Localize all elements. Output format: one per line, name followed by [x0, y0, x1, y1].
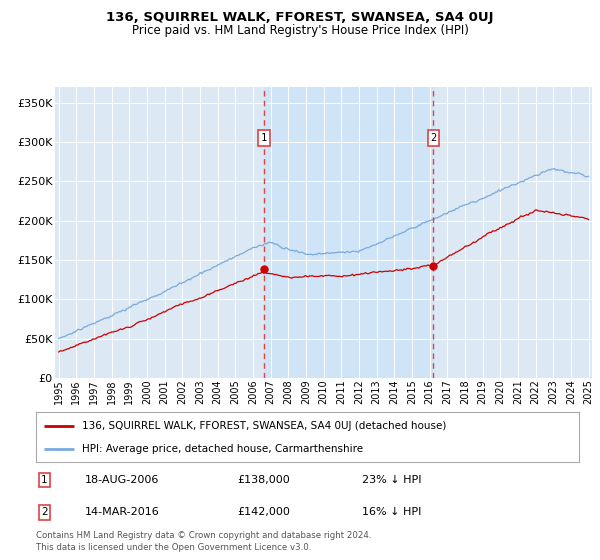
Text: 23% ↓ HPI: 23% ↓ HPI	[362, 475, 421, 485]
Text: 14-MAR-2016: 14-MAR-2016	[85, 507, 160, 517]
Text: 136, SQUIRREL WALK, FFOREST, SWANSEA, SA4 0UJ: 136, SQUIRREL WALK, FFOREST, SWANSEA, SA…	[106, 11, 494, 24]
Text: £142,000: £142,000	[237, 507, 290, 517]
Text: 1: 1	[41, 475, 47, 485]
Text: 2: 2	[430, 133, 437, 143]
Bar	[264, 87, 433, 378]
Text: 136, SQUIRREL WALK, FFOREST, SWANSEA, SA4 0UJ (detached house): 136, SQUIRREL WALK, FFOREST, SWANSEA, SA…	[82, 421, 446, 431]
Text: 1: 1	[261, 133, 267, 143]
Text: 18-AUG-2006: 18-AUG-2006	[85, 475, 159, 485]
Text: 2: 2	[41, 507, 47, 517]
Text: HPI: Average price, detached house, Carmarthenshire: HPI: Average price, detached house, Carm…	[82, 445, 363, 454]
Text: Contains HM Land Registry data © Crown copyright and database right 2024.
This d: Contains HM Land Registry data © Crown c…	[36, 531, 371, 552]
Text: Price paid vs. HM Land Registry's House Price Index (HPI): Price paid vs. HM Land Registry's House …	[131, 24, 469, 36]
Text: £138,000: £138,000	[237, 475, 290, 485]
Text: 16% ↓ HPI: 16% ↓ HPI	[362, 507, 421, 517]
